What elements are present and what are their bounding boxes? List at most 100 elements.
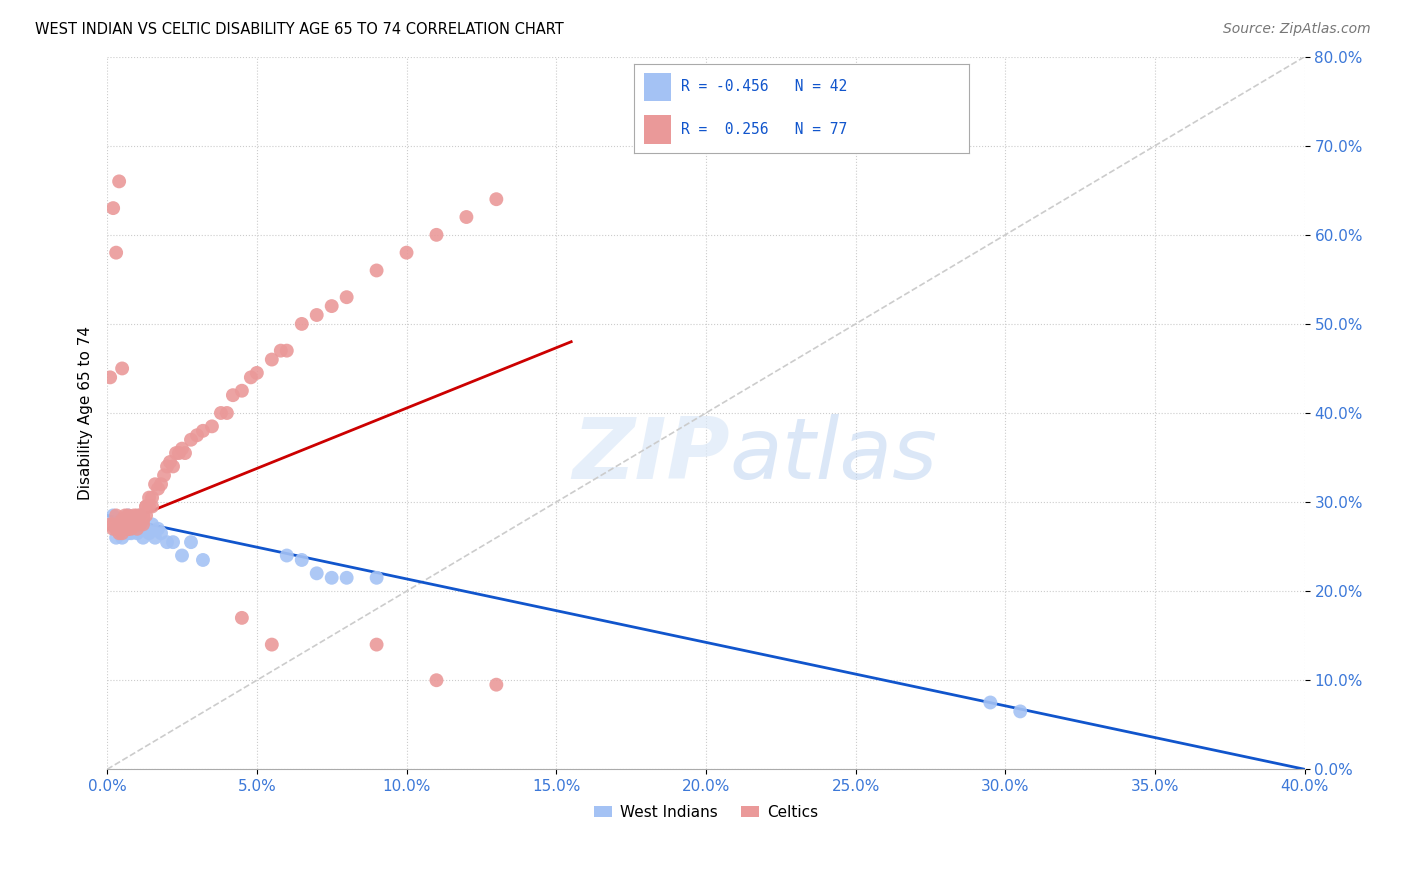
Point <box>260 352 283 367</box>
Point <box>108 517 131 532</box>
Point <box>127 517 149 532</box>
Point <box>135 500 157 514</box>
Point <box>156 535 179 549</box>
Point <box>191 553 214 567</box>
Point <box>291 553 314 567</box>
Point <box>127 513 149 527</box>
Text: Source: ZipAtlas.com: Source: ZipAtlas.com <box>1223 22 1371 37</box>
Point <box>276 343 298 358</box>
Point <box>98 517 121 532</box>
Point <box>1010 705 1032 719</box>
Point <box>127 517 149 532</box>
Point <box>132 517 155 532</box>
Text: ZIP: ZIP <box>572 414 730 497</box>
Point <box>117 522 139 536</box>
Point <box>174 446 197 460</box>
Point <box>117 522 139 536</box>
Point <box>162 459 184 474</box>
Point <box>101 517 124 532</box>
Point <box>260 638 283 652</box>
Point <box>191 424 214 438</box>
Point <box>170 442 193 456</box>
Point <box>120 522 142 536</box>
Point <box>122 517 145 532</box>
Point <box>395 245 418 260</box>
Point <box>108 174 131 188</box>
Point <box>246 366 269 380</box>
Point <box>150 477 173 491</box>
Point <box>132 508 155 523</box>
Point <box>122 513 145 527</box>
Point <box>114 522 136 536</box>
Point <box>141 517 163 532</box>
Point <box>122 513 145 527</box>
Point <box>305 566 328 581</box>
Point <box>111 526 134 541</box>
Point <box>485 678 508 692</box>
Point <box>111 517 134 532</box>
Point <box>105 508 128 523</box>
Point <box>425 227 447 242</box>
Point <box>117 522 139 536</box>
Point <box>143 477 166 491</box>
Point <box>117 517 139 532</box>
Point <box>111 522 134 536</box>
Point <box>979 696 1001 710</box>
Legend: West Indians, Celtics: West Indians, Celtics <box>588 798 824 826</box>
Point <box>143 531 166 545</box>
Point <box>305 308 328 322</box>
Point <box>141 491 163 505</box>
Point <box>111 522 134 536</box>
Point <box>231 611 253 625</box>
Point <box>127 522 149 536</box>
Point <box>146 482 169 496</box>
Point <box>129 508 152 523</box>
Point <box>138 491 160 505</box>
Point <box>120 513 142 527</box>
Point <box>146 522 169 536</box>
Point <box>120 517 142 532</box>
Point <box>111 513 134 527</box>
Point <box>127 522 149 536</box>
Point <box>167 446 190 460</box>
Point <box>101 522 124 536</box>
Point <box>129 513 152 527</box>
Point <box>456 210 478 224</box>
Point <box>321 299 343 313</box>
Point <box>120 517 142 532</box>
Point <box>111 361 134 376</box>
Point <box>132 513 155 527</box>
Point <box>366 638 388 652</box>
Point <box>114 522 136 536</box>
Point <box>186 428 208 442</box>
Point <box>153 468 176 483</box>
Point <box>117 526 139 541</box>
Point <box>138 526 160 541</box>
Point <box>165 446 187 460</box>
Point <box>270 343 292 358</box>
Point <box>162 535 184 549</box>
Point <box>108 526 131 541</box>
Y-axis label: Disability Age 65 to 74: Disability Age 65 to 74 <box>79 326 93 500</box>
Point <box>122 522 145 536</box>
Text: atlas: atlas <box>730 414 938 497</box>
Point <box>114 513 136 527</box>
Point <box>231 384 253 398</box>
Point <box>101 508 124 523</box>
Point <box>141 500 163 514</box>
Point <box>127 508 149 523</box>
Point <box>132 508 155 523</box>
Point <box>321 571 343 585</box>
Point <box>180 433 202 447</box>
Point <box>159 455 181 469</box>
Point <box>239 370 262 384</box>
Point <box>209 406 232 420</box>
Point <box>135 522 157 536</box>
Point <box>138 500 160 514</box>
Point <box>120 526 142 541</box>
Point <box>105 522 128 536</box>
Text: WEST INDIAN VS CELTIC DISABILITY AGE 65 TO 74 CORRELATION CHART: WEST INDIAN VS CELTIC DISABILITY AGE 65 … <box>35 22 564 37</box>
Point <box>127 526 149 541</box>
Point <box>111 531 134 545</box>
Point <box>215 406 238 420</box>
